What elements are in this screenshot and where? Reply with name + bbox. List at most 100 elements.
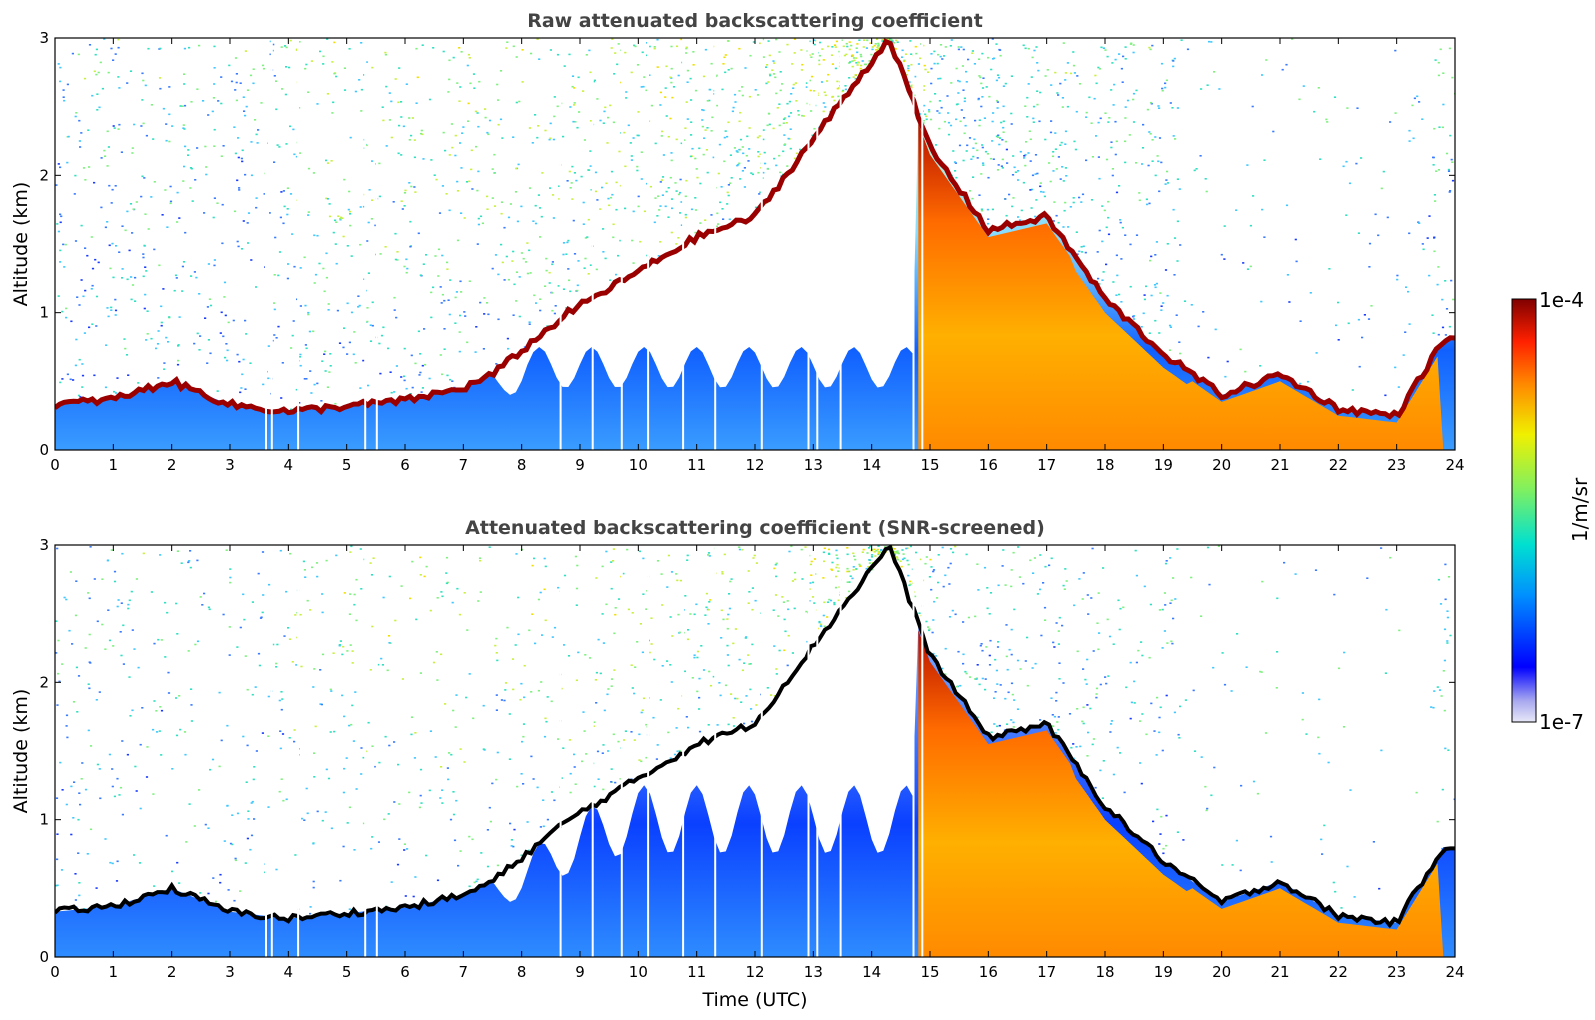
- noise-pixel: [462, 126, 465, 128]
- noise-pixel: [984, 150, 988, 153]
- noise-pixel: [946, 95, 949, 97]
- noise-pixel: [675, 727, 678, 729]
- noise-pixel: [1450, 279, 1453, 282]
- noise-pixel: [348, 48, 351, 50]
- noise-pixel: [1148, 46, 1151, 49]
- noise-pixel: [765, 82, 768, 85]
- noise-pixel: [1122, 606, 1125, 609]
- noise-pixel: [574, 783, 577, 785]
- noise-pixel: [1102, 271, 1105, 273]
- noise-pixel: [1067, 226, 1070, 228]
- noise-pixel: [1332, 881, 1335, 884]
- noise-pixel: [348, 724, 351, 727]
- noise-pixel: [469, 82, 472, 85]
- noise-pixel: [134, 765, 137, 768]
- noise-pixel: [77, 818, 80, 821]
- noise-pixel: [199, 335, 202, 337]
- noise-pixel: [63, 266, 66, 268]
- noise-pixel: [209, 352, 212, 355]
- noise-pixel: [176, 363, 180, 366]
- noise-pixel: [569, 106, 572, 108]
- noise-pixel: [670, 231, 673, 234]
- noise-pixel: [397, 763, 400, 766]
- noise-pixel: [1169, 326, 1172, 328]
- noise-pixel: [907, 69, 910, 72]
- noise-pixel: [933, 600, 936, 603]
- noise-pixel: [1106, 618, 1109, 621]
- noise-pixel: [387, 813, 390, 815]
- noise-pixel: [687, 726, 690, 729]
- noise-pixel: [827, 552, 831, 555]
- x-tick-label: 11: [687, 963, 706, 981]
- noise-pixel: [722, 63, 725, 65]
- noise-pixel: [517, 596, 520, 599]
- noise-pixel: [655, 758, 658, 760]
- noise-pixel: [365, 144, 369, 147]
- noise-pixel: [769, 74, 772, 77]
- noise-pixel: [409, 245, 412, 248]
- noise-pixel: [919, 558, 922, 561]
- noise-pixel: [848, 48, 851, 51]
- noise-pixel: [65, 598, 68, 601]
- noise-pixel: [753, 554, 756, 557]
- noise-pixel: [1447, 170, 1451, 172]
- noise-pixel: [493, 205, 497, 207]
- noise-pixel: [784, 143, 787, 145]
- noise-pixel: [1155, 282, 1158, 285]
- noise-pixel: [1044, 75, 1047, 77]
- noise-pixel: [223, 296, 226, 298]
- noise-pixel: [1435, 170, 1438, 172]
- noise-pixel: [1259, 365, 1262, 367]
- noise-pixel: [236, 179, 239, 182]
- noise-pixel: [61, 378, 64, 380]
- noise-pixel: [219, 881, 222, 884]
- noise-pixel: [601, 565, 604, 568]
- noise-pixel: [104, 226, 107, 229]
- noise-pixel: [413, 139, 416, 141]
- noise-pixel: [1342, 726, 1346, 728]
- noise-pixel: [295, 155, 298, 158]
- noise-pixel: [1239, 348, 1242, 351]
- noise-pixel: [741, 669, 744, 672]
- noise-pixel: [967, 58, 970, 61]
- noise-pixel: [211, 110, 214, 113]
- noise-pixel: [689, 155, 692, 158]
- noise-pixel: [1004, 82, 1007, 85]
- noise-pixel: [582, 711, 585, 713]
- noise-pixel: [459, 280, 462, 283]
- noise-pixel: [79, 396, 82, 398]
- noise-pixel: [1000, 165, 1003, 167]
- noise-pixel: [770, 694, 773, 696]
- noise-pixel: [648, 45, 651, 48]
- noise-pixel: [463, 311, 466, 313]
- noise-pixel: [459, 86, 462, 88]
- noise-pixel: [403, 265, 406, 268]
- noise-pixel: [536, 136, 539, 139]
- x-tick-label: 0: [50, 456, 60, 474]
- noise-pixel: [224, 356, 227, 359]
- noise-pixel: [1039, 182, 1042, 184]
- noise-pixel: [1261, 580, 1264, 583]
- noise-pixel: [183, 47, 186, 50]
- noise-pixel: [1065, 580, 1068, 582]
- noise-pixel: [1092, 650, 1095, 652]
- noise-pixel: [707, 552, 711, 554]
- noise-pixel: [1118, 185, 1121, 187]
- noise-pixel: [236, 240, 239, 243]
- noise-pixel: [994, 691, 997, 693]
- noise-pixel: [1260, 300, 1263, 303]
- noise-pixel: [360, 747, 363, 749]
- noise-pixel: [526, 242, 529, 244]
- noise-pixel: [1034, 215, 1037, 218]
- noise-pixel: [787, 608, 790, 611]
- noise-pixel: [283, 635, 286, 637]
- noise-pixel: [925, 556, 928, 558]
- noise-pixel: [120, 654, 123, 657]
- noise-pixel: [112, 645, 115, 647]
- noise-pixel: [837, 599, 840, 602]
- noise-pixel: [1396, 274, 1399, 277]
- noise-pixel: [1024, 153, 1027, 156]
- noise-pixel: [772, 60, 775, 62]
- noise-pixel: [877, 47, 880, 50]
- noise-pixel: [298, 356, 302, 358]
